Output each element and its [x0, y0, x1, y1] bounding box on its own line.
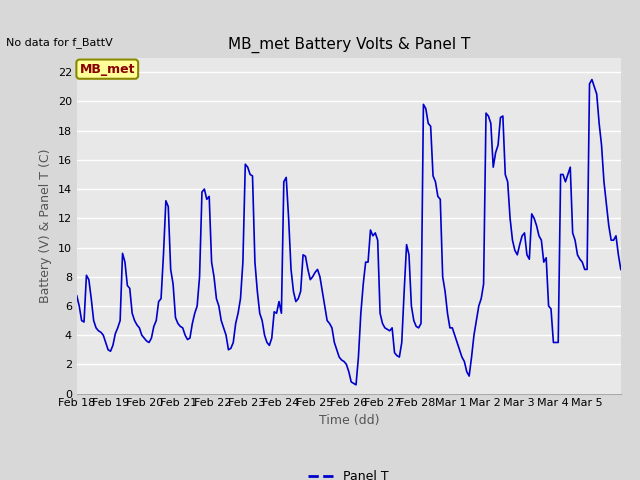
- Legend: Panel T: Panel T: [303, 465, 394, 480]
- Title: MB_met Battery Volts & Panel T: MB_met Battery Volts & Panel T: [228, 37, 470, 53]
- Text: MB_met: MB_met: [79, 63, 135, 76]
- Text: No data for f_BattV: No data for f_BattV: [6, 37, 113, 48]
- Y-axis label: Battery (V) & Panel T (C): Battery (V) & Panel T (C): [39, 148, 52, 303]
- X-axis label: Time (dd): Time (dd): [319, 414, 379, 427]
